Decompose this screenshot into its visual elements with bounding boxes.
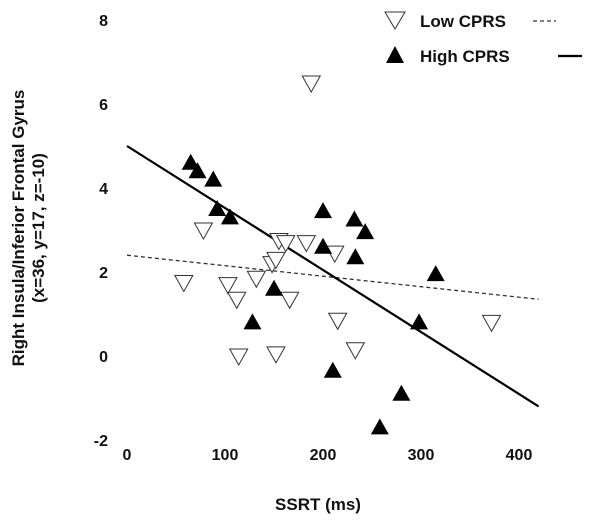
x-tick-label: 0: [123, 447, 132, 464]
point-high-cprs: [346, 248, 364, 264]
point-low-cprs: [230, 349, 248, 365]
point-high-cprs: [324, 362, 342, 378]
point-low-cprs: [228, 292, 246, 308]
x-tick-label: 100: [212, 447, 239, 464]
y-tick-labels: -2 0 2 4 6 8: [94, 13, 108, 450]
point-low-cprs: [483, 315, 501, 331]
point-low-cprs: [267, 347, 285, 363]
y-tick-label: 6: [99, 97, 108, 114]
legend-marker-low-cprs: [385, 12, 405, 29]
point-high-cprs: [204, 171, 222, 187]
point-high-cprs: [371, 418, 389, 434]
point-low-cprs: [302, 76, 320, 92]
y-tick-label: -2: [94, 433, 108, 450]
point-low-cprs: [329, 313, 347, 329]
point-low-cprs: [281, 292, 299, 308]
point-low-cprs: [297, 236, 315, 252]
legend-marker-high-cprs: [386, 46, 404, 63]
legend: Low CPRS High CPRS: [385, 12, 582, 66]
point-low-cprs: [247, 271, 265, 287]
point-high-cprs: [221, 208, 239, 224]
y-axis-title: Right Insula/Inferior Frontal Gyrus (x=3…: [9, 90, 48, 367]
point-high-cprs: [265, 280, 283, 296]
y-tick-label: 2: [99, 265, 108, 282]
point-high-cprs: [427, 265, 445, 281]
point-high-cprs: [345, 211, 363, 227]
x-tick-labels: 0 100 200 300 400: [123, 447, 533, 464]
point-low-cprs: [346, 343, 364, 359]
y-tick-label: 4: [99, 181, 108, 198]
legend-item-high-cprs: High CPRS: [386, 46, 582, 66]
legend-item-low-cprs: Low CPRS: [385, 12, 556, 31]
x-tick-label: 200: [310, 447, 337, 464]
x-tick-label: 400: [506, 447, 533, 464]
x-tick-label: 300: [408, 447, 435, 464]
point-low-cprs: [175, 276, 193, 292]
legend-label-high-cprs: High CPRS: [420, 47, 510, 66]
point-high-cprs: [314, 202, 332, 218]
y-tick-label: 0: [99, 349, 108, 366]
y-axis-title-line-2: (x=36, y=17, z=-10): [29, 153, 48, 303]
point-high-cprs: [243, 313, 261, 329]
point-high-cprs: [392, 385, 410, 401]
data-points: [175, 76, 501, 434]
y-axis-title-line-1: Right Insula/Inferior Frontal Gyrus: [9, 90, 28, 367]
x-axis-title: SSRT (ms): [275, 495, 361, 514]
legend-label-low-cprs: Low CPRS: [420, 12, 506, 31]
y-tick-label: 8: [99, 13, 108, 30]
point-low-cprs: [219, 278, 237, 294]
point-low-cprs: [194, 223, 212, 239]
point-high-cprs: [410, 313, 428, 329]
